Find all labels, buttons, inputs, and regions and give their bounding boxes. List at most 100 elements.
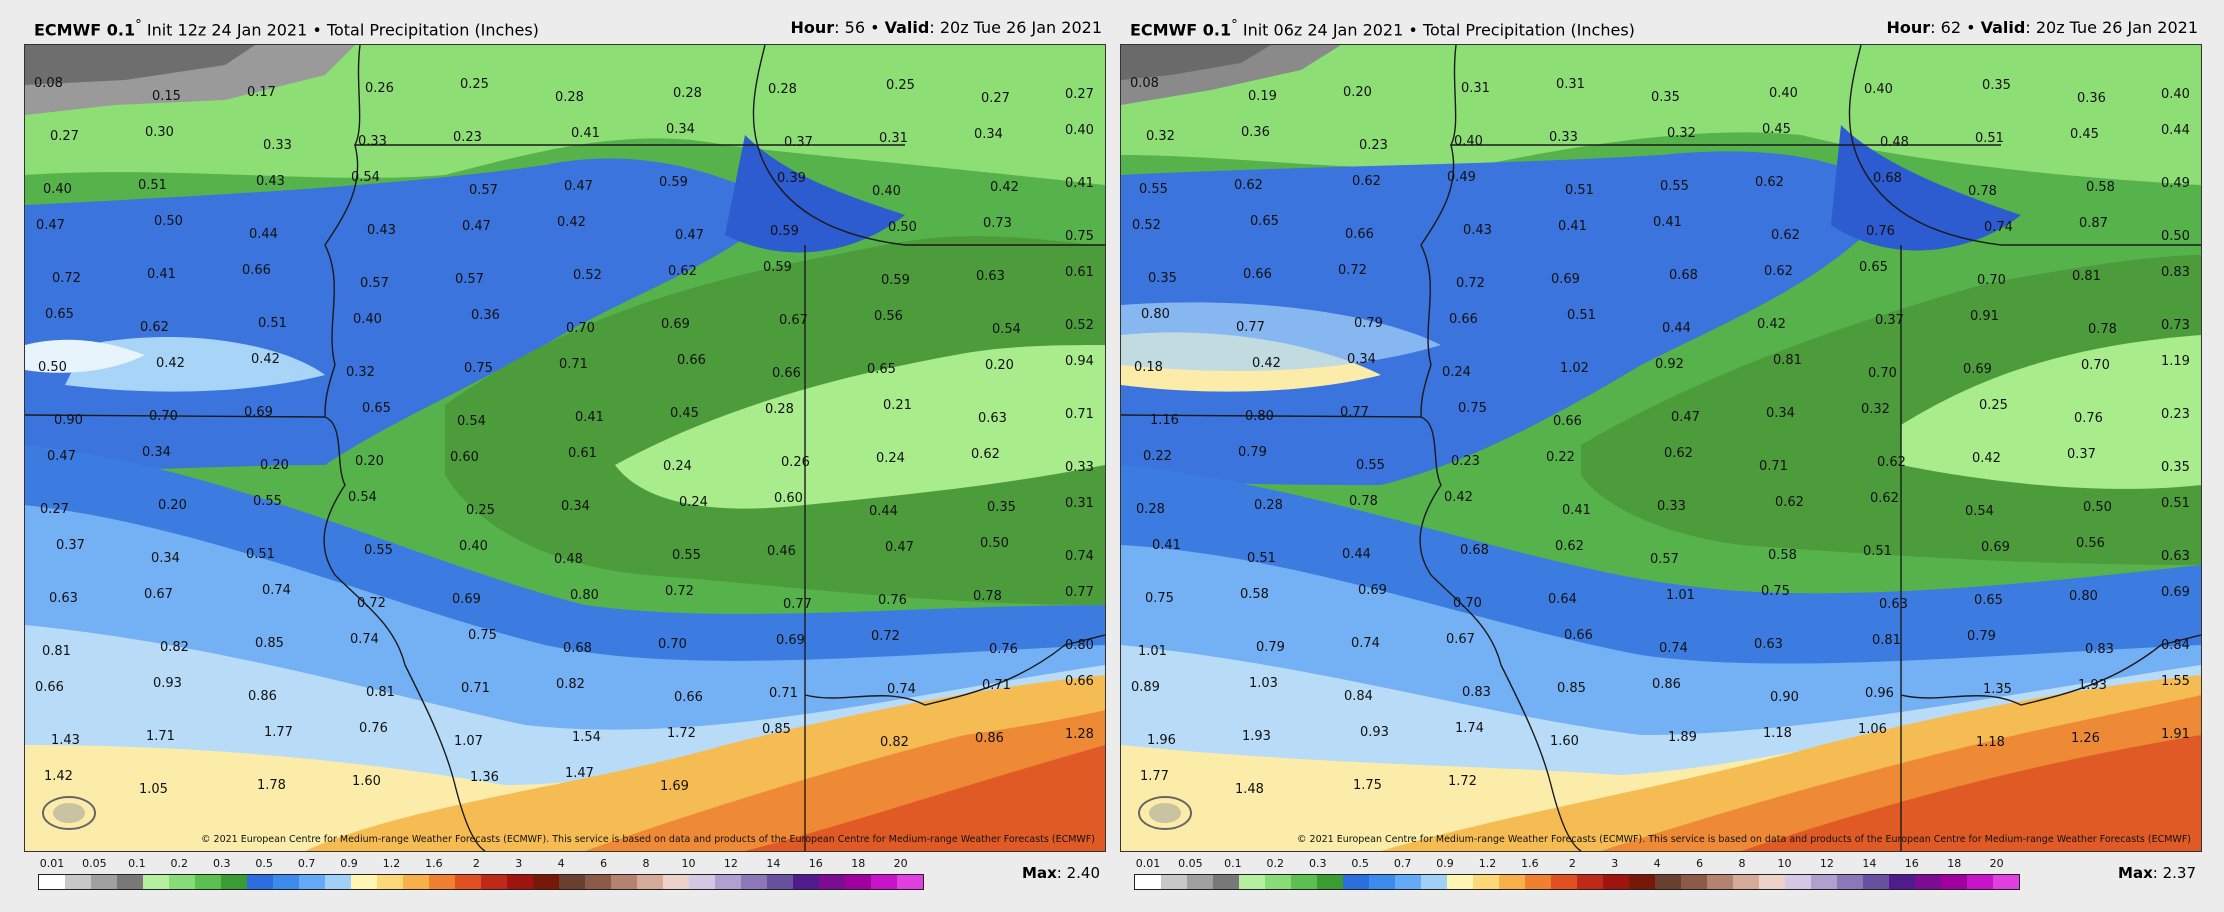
precip-value: 1.77 [264, 725, 293, 740]
precip-value: 0.40 [353, 312, 382, 327]
legend-swatch [1473, 875, 1499, 889]
model-label: ECMWF 0.1 [34, 20, 136, 40]
legend-swatch [1811, 875, 1837, 889]
precip-value: 0.81 [2072, 269, 2101, 284]
precip-color-bands [1121, 45, 2201, 851]
legend-swatch [1369, 875, 1395, 889]
precip-value: 0.47 [564, 179, 593, 194]
precip-value: 0.47 [885, 540, 914, 555]
precip-value: 0.84 [1344, 689, 1373, 704]
precip-value: 0.58 [1240, 587, 1269, 602]
precip-value: 1.48 [1235, 782, 1264, 797]
precip-value: 0.80 [570, 588, 599, 603]
legend-swatch [1499, 875, 1525, 889]
precip-value: 0.55 [364, 543, 393, 558]
legend-swatch [1993, 875, 2019, 889]
legend-tick: 20 [893, 857, 908, 870]
precip-value: 0.66 [772, 366, 801, 381]
precip-value: 0.28 [1254, 498, 1283, 513]
precip-value: 0.20 [985, 358, 1014, 373]
legend-swatch [845, 875, 871, 889]
precip-value: 0.43 [367, 223, 396, 238]
legend-swatch [1447, 875, 1473, 889]
precip-value: 0.23 [2161, 407, 2190, 422]
legend-tick: 0.9 [1436, 857, 1454, 870]
precip-value: 1.03 [1249, 676, 1278, 691]
precip-value: 0.40 [43, 182, 72, 197]
legend-swatch [169, 875, 195, 889]
precip-value: 1.43 [51, 733, 80, 748]
precip-value: 0.39 [777, 171, 806, 186]
precip-value: 0.42 [251, 352, 280, 367]
precip-value: 0.86 [1652, 677, 1681, 692]
precip-value: 0.76 [359, 721, 388, 736]
precip-value: 0.37 [2067, 447, 2096, 462]
precip-value: 0.51 [246, 547, 275, 562]
legend-tick: 2 [472, 857, 480, 870]
legend-tick: 1.2 [382, 857, 401, 870]
precip-value: 0.81 [366, 685, 395, 700]
precip-value: 0.79 [1238, 445, 1267, 460]
precip-value: 0.57 [1650, 552, 1679, 567]
precip-value: 0.78 [2088, 322, 2117, 337]
precip-value: 0.75 [1761, 584, 1790, 599]
legend-swatch [117, 875, 143, 889]
precip-value: 1.93 [2078, 678, 2107, 693]
precip-value: 0.51 [1863, 544, 1892, 559]
precip-value: 0.34 [666, 122, 695, 137]
precip-value: 0.22 [1143, 449, 1172, 464]
precip-value: 0.54 [992, 322, 1021, 337]
precip-value: 0.61 [1065, 265, 1094, 280]
legend-tick: 2 [1568, 857, 1576, 870]
precip-value: 0.26 [781, 455, 810, 470]
precip-value: 0.90 [54, 413, 83, 428]
max-label: Max [1022, 864, 1057, 882]
legend-swatch [871, 875, 897, 889]
valid-time-info: Hour: 56 • Valid: 20z Tue 26 Jan 2021 [790, 18, 1102, 37]
precip-value: 0.54 [457, 414, 486, 429]
precip-value: 0.42 [1972, 451, 2001, 466]
precip-value: 0.33 [358, 134, 387, 149]
precip-value: 1.18 [1763, 726, 1792, 741]
precip-value: 0.80 [1245, 409, 1274, 424]
precip-value: 0.76 [2074, 411, 2103, 426]
precip-value: 0.68 [1669, 268, 1698, 283]
legend-swatch [91, 875, 117, 889]
legend-tick: 18 [851, 857, 866, 870]
precip-value: 0.57 [455, 272, 484, 287]
copyright-notice: © 2021 European Centre for Medium-range … [1297, 834, 2191, 845]
precip-map[interactable]: 0.08 0.15 0.17 0.26 0.25 0.28 0.28 0.28 0.25 0.27… [24, 44, 1106, 852]
precip-value: 0.93 [153, 676, 182, 691]
precip-value: 0.59 [770, 224, 799, 239]
precip-value: 0.42 [557, 215, 586, 230]
precip-value: 0.25 [466, 503, 495, 518]
precip-value: 0.49 [1447, 170, 1476, 185]
legend-tick: 0.05 [1178, 857, 1203, 870]
precip-value: 0.68 [1460, 543, 1489, 558]
legend-swatch [663, 875, 689, 889]
precip-value: 0.66 [1065, 674, 1094, 689]
legend-tick: 1.2 [1478, 857, 1497, 870]
legend-swatch [1135, 875, 1161, 889]
precip-value: 0.63 [1754, 637, 1783, 652]
precip-value: 1.06 [1858, 722, 1887, 737]
precip-value: 0.18 [1134, 360, 1163, 375]
precip-value: 0.52 [1065, 318, 1094, 333]
precip-value: 0.54 [351, 170, 380, 185]
precip-value: 0.69 [244, 405, 273, 420]
precip-value: 0.24 [679, 495, 708, 510]
precip-value: 0.96 [1865, 686, 1894, 701]
precip-value: 0.41 [575, 410, 604, 425]
precip-value: 0.23 [1359, 138, 1388, 153]
precip-value: 0.70 [149, 409, 178, 424]
hour-label: Hour [1886, 18, 1931, 37]
precip-value: 0.77 [1065, 585, 1094, 600]
precip-value: 0.72 [871, 629, 900, 644]
precip-value: 0.57 [360, 276, 389, 291]
legend-tick: 4 [557, 857, 565, 870]
precip-map[interactable]: 0.08 0.19 0.20 0.31 0.31 0.35 0.40 0.40 0.35 0.36… [1120, 44, 2202, 852]
legend-tick: 4 [1653, 857, 1661, 870]
legend-tick: 3 [515, 857, 523, 870]
precip-value: 0.50 [888, 220, 917, 235]
precip-value: 0.69 [1551, 272, 1580, 287]
